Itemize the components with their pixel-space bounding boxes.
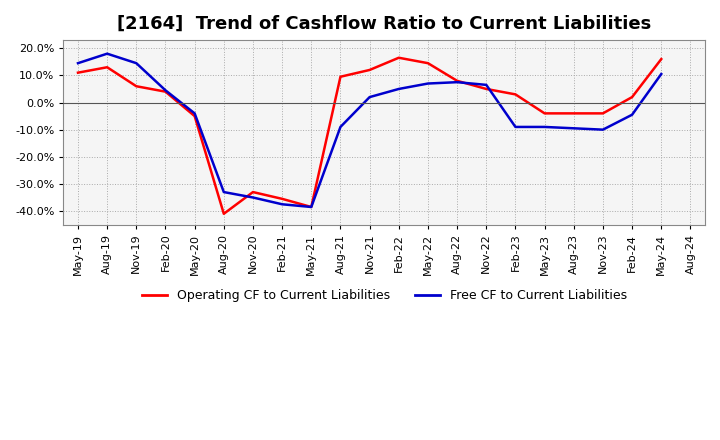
Operating CF to Current Liabilities — [103, 65, 112, 70]
Operating CF to Current Liabilities — [278, 196, 287, 202]
Title: [2164]  Trend of Cashflow Ratio to Current Liabilities: [2164] Trend of Cashflow Ratio to Curren… — [117, 15, 652, 33]
Operating CF to Current Liabilities — [161, 89, 170, 94]
Operating CF to Current Liabilities — [598, 111, 607, 116]
Operating CF to Current Liabilities — [132, 84, 140, 89]
Free CF to Current Liabilities — [598, 127, 607, 132]
Line: Free CF to Current Liabilities: Free CF to Current Liabilities — [78, 54, 661, 207]
Free CF to Current Liabilities — [482, 82, 490, 88]
Legend: Operating CF to Current Liabilities, Free CF to Current Liabilities: Operating CF to Current Liabilities, Fre… — [137, 284, 632, 307]
Free CF to Current Liabilities — [278, 202, 287, 207]
Operating CF to Current Liabilities — [395, 55, 403, 60]
Free CF to Current Liabilities — [423, 81, 432, 86]
Free CF to Current Liabilities — [73, 61, 82, 66]
Free CF to Current Liabilities — [132, 61, 140, 66]
Free CF to Current Liabilities — [190, 111, 199, 116]
Free CF to Current Liabilities — [511, 125, 520, 130]
Operating CF to Current Liabilities — [453, 78, 462, 84]
Operating CF to Current Liabilities — [73, 70, 82, 75]
Operating CF to Current Liabilities — [570, 111, 578, 116]
Operating CF to Current Liabilities — [657, 56, 665, 62]
Free CF to Current Liabilities — [103, 51, 112, 56]
Free CF to Current Liabilities — [628, 112, 636, 117]
Free CF to Current Liabilities — [336, 125, 345, 130]
Line: Operating CF to Current Liabilities: Operating CF to Current Liabilities — [78, 58, 661, 214]
Operating CF to Current Liabilities — [482, 86, 490, 92]
Operating CF to Current Liabilities — [365, 67, 374, 73]
Free CF to Current Liabilities — [307, 204, 315, 209]
Operating CF to Current Liabilities — [248, 190, 257, 195]
Operating CF to Current Liabilities — [511, 92, 520, 97]
Free CF to Current Liabilities — [657, 71, 665, 77]
Free CF to Current Liabilities — [248, 195, 257, 200]
Free CF to Current Liabilities — [570, 126, 578, 131]
Operating CF to Current Liabilities — [540, 111, 549, 116]
Free CF to Current Liabilities — [453, 80, 462, 85]
Operating CF to Current Liabilities — [423, 61, 432, 66]
Operating CF to Current Liabilities — [307, 204, 315, 209]
Free CF to Current Liabilities — [161, 88, 170, 93]
Operating CF to Current Liabilities — [190, 114, 199, 119]
Operating CF to Current Liabilities — [336, 74, 345, 79]
Free CF to Current Liabilities — [395, 86, 403, 92]
Free CF to Current Liabilities — [540, 125, 549, 130]
Free CF to Current Liabilities — [220, 190, 228, 195]
Free CF to Current Liabilities — [365, 95, 374, 100]
Operating CF to Current Liabilities — [628, 95, 636, 100]
Operating CF to Current Liabilities — [220, 211, 228, 216]
